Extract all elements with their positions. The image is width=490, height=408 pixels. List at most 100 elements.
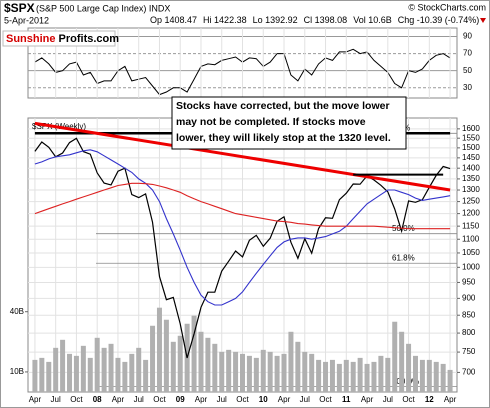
price-line [34,137,451,359]
x-tick-label: Jul [217,395,227,404]
volume-bar [406,343,412,392]
volume-bar [39,357,45,392]
volume-bar [385,357,391,392]
moving-average [34,149,451,306]
x-tick-label: Oct [236,395,249,404]
volume-bar [323,361,329,392]
fib-label: 100.0% [392,377,419,386]
x-tick-label: 12 [425,395,434,404]
y-tick-label: 1150 [462,221,480,230]
y-tick-label: 800 [462,328,476,337]
volume-bar [253,357,259,392]
volume-bar [288,331,294,392]
x-tick-label: Jul [51,395,61,404]
y-tick-label: 1600 [462,124,480,133]
volume-bar [378,355,384,392]
x-tick-label: 09 [176,395,185,404]
volume-bar [350,361,356,392]
volume-bar [426,359,432,392]
volume-bar [115,357,121,392]
x-tick-label: 11 [342,395,351,404]
volume-bar [122,361,128,392]
x-tick-label: Jul [300,395,310,404]
volume-bar [67,353,73,392]
volume-bar [87,357,93,392]
volume-bar [392,321,398,392]
volume-bar [399,331,405,392]
volume-bar [60,339,66,392]
volume-bar [274,355,280,392]
volume-bar [433,361,439,392]
volume-bar [440,363,446,392]
y-tick-label: 1300 [462,185,480,194]
volume-bar [316,359,322,392]
quote-item: Lo 1392.92 [253,15,298,25]
index-name: (S&P 500 Large Cap Index) INDX [36,3,170,13]
volume-bar [143,359,149,392]
volume-bar [240,353,245,392]
volume-bar [260,349,266,392]
y-tick-label: 90 [463,32,472,41]
volume-bar [233,351,239,392]
x-tick-label: 08 [93,395,102,404]
volume-bar [267,351,273,392]
quote-item: Chg -10.39 (-0.74%) [398,15,480,25]
y-tick-label: 1500 [462,143,480,152]
volume-bar [163,319,169,392]
volume-bar [198,331,204,392]
note-line: Stocks have corrected, but the move lowe… [176,100,390,112]
y-tick-label: 1200 [462,209,480,218]
note-line: lower, they will likely stop at the 1320… [176,132,391,144]
y-tick-label: 850 [462,310,476,319]
note-line: may not be completed. If stocks move [176,116,366,128]
x-tick-label: Apr [195,395,208,404]
logo-box [2,30,116,47]
y2-tick-label: 10B [10,367,24,376]
volume-bar [177,335,183,392]
volume-bar [364,363,370,392]
volume-bar [343,359,349,392]
x-tick-label: Apr [278,395,291,404]
volume-bar [412,355,418,392]
quote-item: Cl 1398.08 [304,15,348,25]
logo-part2: Profits.com [59,33,120,45]
volume-bar [447,369,453,392]
logo: Sunshine Profits.com [6,33,119,45]
y-tick-label: 700 [462,368,476,377]
y-tick-label: 30 [463,83,472,92]
volume-bar [80,345,86,392]
x-tick-label: Apr [444,395,457,404]
volume-bar [329,359,335,392]
volume-bar [226,349,232,392]
y-tick-label: 750 [462,347,476,356]
quote-line: Op 1408.47 Hi 1422.38 Lo 1392.92 Cl 1398.08… [150,15,479,25]
x-tick-label: 10 [259,395,268,404]
volume-bar [170,341,176,392]
volume-bar [295,341,301,392]
y-tick-label: 1050 [462,248,480,257]
volume-bar [94,337,100,392]
y2-tick-label: 40B [10,307,24,316]
y-tick-label: 1450 [462,153,480,162]
volume-bar [32,359,38,392]
volume-bar [101,347,107,392]
symbol: $SPX [4,1,35,15]
volume-bar [212,343,218,392]
x-tick-label: Oct [402,395,415,404]
volume-bar [219,351,225,392]
volume-bar [281,353,287,392]
x-tick-label: Oct [70,395,83,404]
volume-bar [53,347,59,392]
volume-bar [136,347,142,392]
volume-bar [73,355,79,392]
quote-item: Op 1408.47 [150,15,197,25]
volume-bar [205,337,211,392]
volume-bar [302,351,308,392]
note: Stocks have corrected, but the move lowe… [176,100,391,144]
x-tick-label: Jul [383,395,393,404]
y-tick-label: 1100 [462,234,480,243]
down-arrow [480,18,486,23]
x-tick-label: Oct [319,395,332,404]
volume-bar [371,361,377,392]
